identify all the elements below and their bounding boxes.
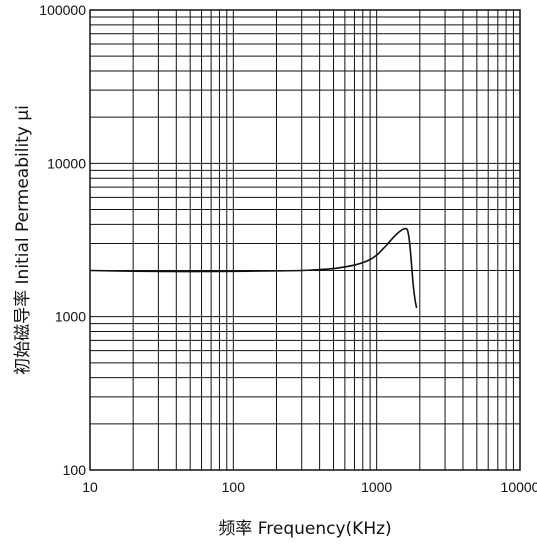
y-tick-label: 1000 <box>55 309 86 325</box>
plot-frame <box>89 9 521 471</box>
x-tick-label: 10 <box>82 479 98 495</box>
y-tick-label: 100 <box>63 462 87 478</box>
x-tick-labels: 10 100 1000 10000 <box>82 479 537 495</box>
y-tick-label: 100000 <box>39 2 86 18</box>
x-tick-label: 1000 <box>361 479 392 495</box>
x-tick-label: 10000 <box>501 479 537 495</box>
grid <box>90 10 520 470</box>
x-tick-label: 100 <box>222 479 246 495</box>
series-line <box>89 227 418 309</box>
x-axis-label: 频率 Frequency(KHz) <box>218 519 391 539</box>
y-tick-labels: 100 1000 10000 100000 <box>39 2 86 478</box>
y-tick-label: 10000 <box>47 155 86 171</box>
y-axis-label: 初始磁导率 Initial Permeability μi <box>13 105 33 375</box>
